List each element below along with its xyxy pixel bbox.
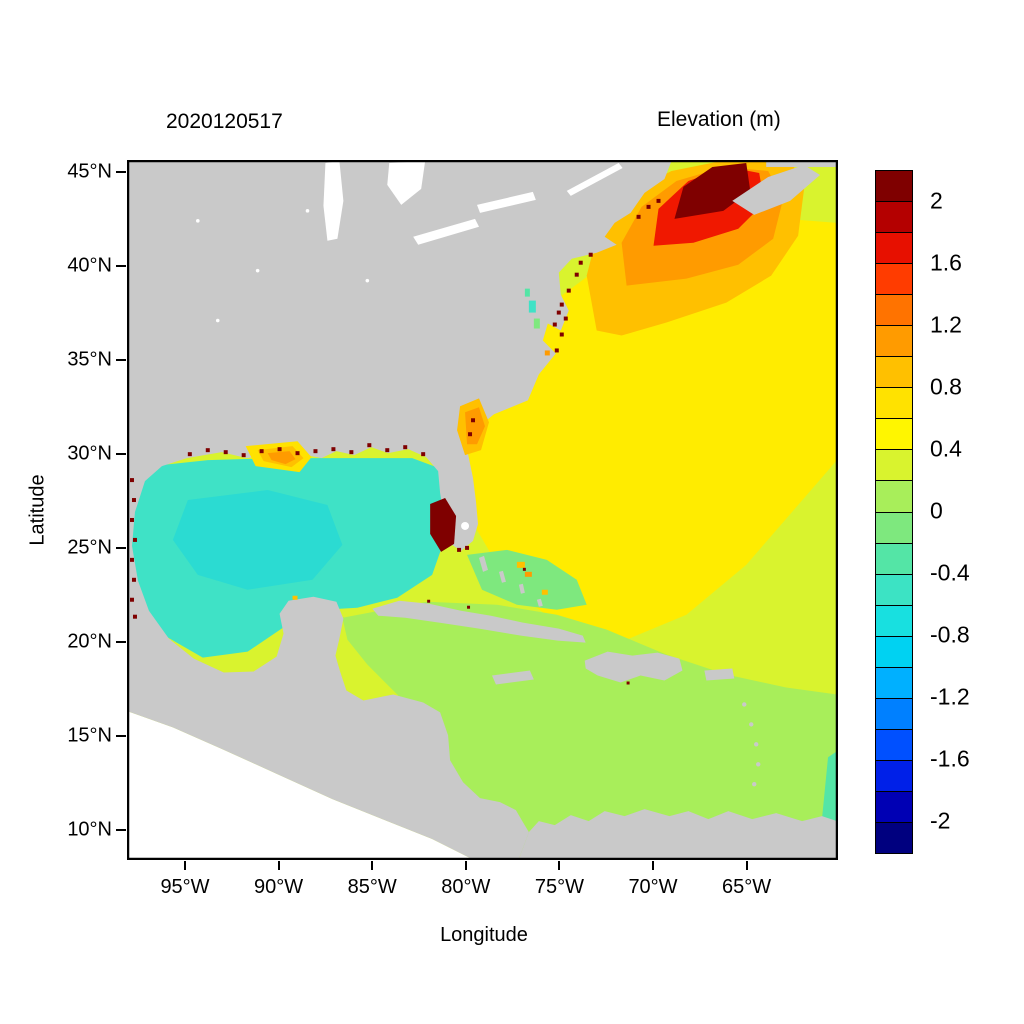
y-tick-mark <box>116 829 126 831</box>
colorbar-tick-label: 1.2 <box>930 311 962 338</box>
x-tick-mark <box>371 861 374 870</box>
map-plot-area <box>127 160 838 860</box>
x-tick-mark <box>184 861 186 870</box>
plot-title-date: 2020120517 <box>166 110 283 133</box>
x-tick-mark <box>558 861 561 870</box>
colorbar-cell <box>876 326 912 358</box>
y-tick-mark <box>116 359 126 361</box>
y-tick-mark <box>116 641 126 643</box>
x-tick-label: 95°W <box>160 876 210 898</box>
island-nova-scotia <box>732 164 821 215</box>
x-tick-mark <box>745 861 748 870</box>
y-tick-label: 30°N <box>67 442 112 465</box>
colorbar-cell <box>876 543 912 575</box>
x-tick-mark <box>464 861 467 870</box>
y-tick-label: 35°N <box>67 348 112 371</box>
colorbar-tick-label: -2 <box>930 807 951 834</box>
colorbar-cell <box>876 357 912 389</box>
colorbar-cell <box>876 233 912 265</box>
x-tick-mark <box>652 861 654 870</box>
gulf-of-mexico-center <box>172 490 343 590</box>
colorbar-cell <box>876 760 912 792</box>
colorbar-cell <box>876 698 912 730</box>
colorbar-cell <box>876 605 912 637</box>
mississippi-delta-patch <box>245 441 312 473</box>
y-tick-mark <box>116 547 126 549</box>
colorbar-tick-label: 0 <box>930 497 943 524</box>
y-tick-label: 25°N <box>67 536 112 559</box>
x-tick-mark <box>277 861 280 870</box>
island-puerto-rico <box>704 668 735 681</box>
colorbar-title: Elevation (m) <box>657 108 781 131</box>
colorbar-tick-label: -1.2 <box>930 683 970 710</box>
west-florida-surge-patch <box>430 498 457 552</box>
y-tick-label: 40°N <box>67 254 112 277</box>
x-tick-label: 80°W <box>441 876 491 898</box>
colorbar <box>875 170 913 854</box>
carolina-sound-patches <box>524 288 550 356</box>
y-tick-mark <box>116 265 126 267</box>
land-top-right-strip <box>766 161 837 167</box>
colorbar-cell <box>876 729 912 761</box>
colorbar-cell <box>876 667 912 699</box>
lake-michigan <box>323 161 344 241</box>
colorbar-tick-label: 0.8 <box>930 373 962 400</box>
x-tick-label: 85°W <box>347 876 397 898</box>
great-lakes <box>196 161 623 530</box>
bahamas-orange-patch <box>516 561 548 595</box>
colorbar-cell <box>876 822 912 854</box>
island-hispaniola <box>584 651 683 683</box>
colorbar-cell <box>876 419 912 451</box>
land-south-america <box>518 809 837 859</box>
y-axis-title: Latitude <box>26 474 49 546</box>
colorbar-tick-label: -0.8 <box>930 621 970 648</box>
x-tick-label: 90°W <box>254 876 304 898</box>
colorbar-cell <box>876 574 912 606</box>
y-tick-label: 20°N <box>67 630 112 653</box>
colorbar-tick-label: 0.4 <box>930 435 962 462</box>
y-tick-mark <box>116 453 126 455</box>
yucatan-coast-patch <box>292 595 298 600</box>
colorbar-cell <box>876 450 912 482</box>
island-jamaica <box>491 670 534 685</box>
colorbar-tick-label: 2 <box>930 187 943 214</box>
y-tick-mark <box>116 171 126 173</box>
plot-frame <box>128 161 837 859</box>
island-cuba <box>372 600 586 643</box>
colorbar-cell <box>876 202 912 234</box>
lake-ontario <box>477 191 536 213</box>
st-lawrence-river <box>566 162 623 196</box>
x-axis-title: Longitude <box>440 924 528 946</box>
y-tick-label: 45°N <box>67 160 112 183</box>
x-tick-label: 70°W <box>628 876 678 898</box>
lake-erie <box>413 218 480 245</box>
colorbar-tick-label: -0.4 <box>930 559 970 586</box>
y-tick-mark <box>116 735 126 737</box>
colorbar-cell <box>876 791 912 823</box>
lake-huron <box>387 161 426 205</box>
y-tick-label: 15°N <box>67 724 112 747</box>
colorbar-tick-label: -1.6 <box>930 745 970 772</box>
colorbar-cell <box>876 481 912 513</box>
islands-bahamas <box>479 555 543 607</box>
colorbar-cell <box>876 295 912 327</box>
x-tick-label: 65°W <box>722 876 772 898</box>
colorbar-cell <box>876 636 912 668</box>
bay-of-fundy-maximum <box>674 162 751 219</box>
x-tick-label: 75°W <box>534 876 584 898</box>
land-north-america <box>128 161 672 859</box>
colorbar-cell <box>876 171 912 203</box>
pacific-no-data <box>128 711 473 859</box>
islands-lesser-antilles <box>742 702 761 787</box>
elevation-map <box>128 161 837 859</box>
colorbar-cell <box>876 512 912 544</box>
y-tick-label: 10°N <box>67 818 112 841</box>
lake-okeechobee <box>461 521 470 530</box>
coastal-extreme-specks <box>129 198 661 685</box>
colorbar-tick-label: 1.6 <box>930 249 962 276</box>
bahamas-green-patch <box>467 549 587 610</box>
colorbar-cell <box>876 264 912 296</box>
colorbar-cell <box>876 388 912 420</box>
